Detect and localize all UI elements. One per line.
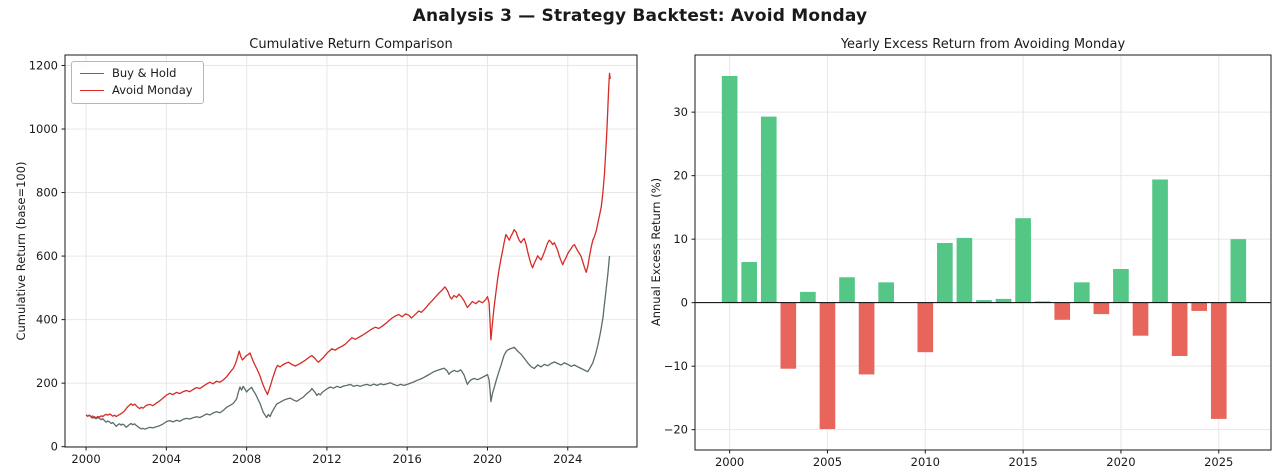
right-chart-title: Yearly Excess Return from Avoiding Monda… [840,37,1126,52]
legend-label-avoid-monday: Avoid Monday [112,83,193,97]
buy-hold-line-swatch [80,73,104,74]
cumulative-return-chart-x-tick-label: 2004 [152,452,181,466]
cumulative-return-chart-y-tick-label: 800 [36,186,58,200]
excess-return-bar-2005 [819,302,836,430]
legend-item-avoid-monday: Avoid Monday [80,84,193,97]
excess-return-chart-x-tick-label: 2005 [813,455,842,469]
excess-return-bar-2014 [995,298,1012,303]
cumulative-return-chart-x-tick-label: 2024 [553,452,582,466]
excess-return-bar-2010 [917,302,934,353]
cumulative-return-chart-ticks: 2000 2004 2008 2012 2016 2020 2024 0 200 400 600 80… [29,58,583,466]
cumulative-return-chart-y-tick-label: 0 [51,440,58,454]
excess-return-bar-2012 [956,237,973,303]
excess-return-bar-2024 [1191,302,1208,311]
buy-hold-line [85,256,611,430]
excess-return-bar-2007 [858,302,875,375]
excess-return-bar-2006 [839,277,855,303]
excess-return-chart-x-tick-label: 2010 [911,455,940,469]
excess-return-chart-y-tick-label: 0 [681,296,688,310]
cumulative-return-chart-x-tick-label: 2000 [71,452,100,466]
excess-return-bar-2000 [721,75,738,303]
cumulative-return-chart-y-tick-label: 400 [36,313,58,327]
excess-return-chart-y-tick-label: −20 [664,423,688,437]
excess-return-bar-2018 [1073,282,1090,303]
excess-return-bars [721,75,1247,430]
excess-return-bar-2015 [1015,218,1031,303]
left-chart-title: Cumulative Return Comparison [249,37,453,52]
avoid-monday-line [85,72,611,419]
excess-return-chart-y-tick-label: 10 [673,232,688,246]
excess-return-bar-2025 [1210,302,1227,419]
excess-return-bar-2004 [800,291,816,303]
excess-return-bar-2016 [1034,301,1051,303]
cumulative-return-chart-x-tick-label: 2016 [393,452,422,466]
excess-return-chart-x-tick-label: 2020 [1106,455,1135,469]
cumulative-return-chart-x-tick-label: 2008 [232,452,261,466]
excess-return-bar-2011 [937,242,953,303]
excess-return-chart-gridlines [695,55,1271,450]
excess-return-chart-y-tick-label: −10 [664,359,688,373]
cumulative-return-chart-gridlines [65,55,637,448]
excess-return-bar-2001 [741,262,758,303]
figure-title: Analysis 3 — Strategy Backtest: Avoid Mo… [412,6,868,26]
excess-return-chart-y-tick-label: 20 [673,169,688,183]
excess-return-bar-2023 [1171,302,1188,357]
cumulative-return-chart: 2000 2004 2008 2012 2016 2020 2024 0 200 400 600 80… [29,54,638,466]
excess-return-bar-2020 [1113,269,1129,303]
excess-return-bar-2013 [976,300,992,303]
cumulative-return-chart-y-tick-label: 600 [36,249,58,263]
excess-return-chart-x-tick-label: 2015 [1008,455,1037,469]
excess-return-chart-y-tick-label: 30 [673,105,688,119]
legend-label-buy-hold: Buy & Hold [112,66,177,80]
excess-return-bar-2026 [1230,239,1247,303]
cumulative-return-chart-y-tick-label: 1000 [29,122,58,136]
excess-return-bar-2003 [780,302,797,369]
excess-return-bar-2017 [1054,302,1071,320]
excess-return-chart-x-tick-label: 2025 [1204,455,1233,469]
excess-return-bar-2021 [1132,302,1149,336]
excess-return-bar-2019 [1093,302,1110,315]
cumulative-return-chart-y-tick-label: 1200 [29,58,58,72]
cumulative-return-chart-y-tick-label: 200 [36,376,58,390]
avoid-monday-line-swatch [80,90,104,91]
legend-item-buy-hold: Buy & Hold [80,67,193,80]
cumulative-return-chart-x-tick-label: 2012 [312,452,341,466]
excess-return-bar-2002 [760,116,777,303]
cumulative-return-chart-x-tick-label: 2020 [473,452,502,466]
legend: Buy & Hold Avoid Monday [71,61,204,104]
excess-return-bar-2008 [878,282,894,303]
excess-return-chart-x-tick-label: 2000 [715,455,744,469]
excess-return-bar-2022 [1152,179,1168,303]
